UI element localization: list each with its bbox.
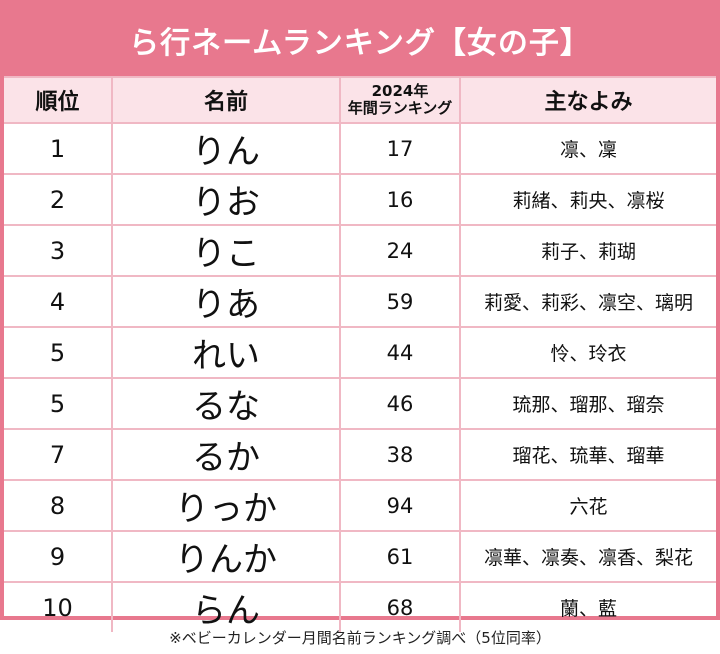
header-annual-label: 年間ランキング [347,99,453,117]
name-cell: りあ [111,275,341,328]
rank-cell: 5 [4,377,113,430]
table-row: 4 りあ 59 莉愛、莉彩、凛空、璃明 [4,275,716,328]
table-row: 5 るな 46 琉那、瑠那、瑠奈 [4,377,716,430]
rank-cell: 5 [4,326,113,379]
kanji-cell: 怜、玲衣 [459,326,716,379]
table-row: 2 りお 16 莉緒、莉央、凛桜 [4,173,716,226]
annual-rank-cell: 94 [339,479,461,532]
rank-cell: 1 [4,122,113,175]
annual-rank-cell: 17 [339,122,461,175]
kanji-cell: 蘭、藍 [459,581,716,632]
ranking-title: ら行ネームランキング【女の子】 [4,4,716,76]
table-row: 1 りん 17 凛、凜 [4,122,716,175]
name-cell: りこ [111,224,341,277]
kanji-cell: 莉愛、莉彩、凛空、璃明 [459,275,716,328]
kanji-cell: 六花 [459,479,716,532]
annual-rank-cell: 16 [339,173,461,226]
name-cell: りお [111,173,341,226]
header-kanji: 主なよみ [459,76,716,124]
table-header-row: 順位 名前 2024年 年間ランキング 主なよみ [4,76,716,124]
rank-cell: 8 [4,479,113,532]
annual-rank-cell: 44 [339,326,461,379]
ranking-card: ら行ネームランキング【女の子】 順位 名前 2024年 年間ランキング 主なよみ… [0,0,720,632]
annual-rank-cell: 68 [339,581,461,632]
kanji-cell: 瑠花、琉華、瑠華 [459,428,716,481]
annual-rank-cell: 38 [339,428,461,481]
kanji-cell: 琉那、瑠那、瑠奈 [459,377,716,430]
table-row: 3 りこ 24 莉子、莉瑚 [4,224,716,277]
kanji-cell: 凛華、凛奏、凛香、梨花 [459,530,716,583]
kanji-cell: 莉緒、莉央、凛桜 [459,173,716,226]
ranking-table: 順位 名前 2024年 年間ランキング 主なよみ 1 りん 17 凛、凜 2 り… [4,76,716,632]
table-row: 8 りっか 94 六花 [4,479,716,532]
table-row: 10 らん 68 蘭、藍 [4,581,716,632]
source-note: ※ベビーカレンダー月間名前ランキング調べ（5位同率） [169,628,551,647]
name-cell: るな [111,377,341,430]
name-cell: れい [111,326,341,379]
rank-cell: 4 [4,275,113,328]
rank-cell: 2 [4,173,113,226]
rank-cell: 9 [4,530,113,583]
header-name: 名前 [111,76,341,124]
name-cell: りっか [111,479,341,532]
header-annual-ranking: 2024年 年間ランキング [339,76,461,124]
rank-cell: 3 [4,224,113,277]
name-cell: りんか [111,530,341,583]
kanji-cell: 凛、凜 [459,122,716,175]
name-cell: らん [111,581,341,632]
table-row: 5 れい 44 怜、玲衣 [4,326,716,379]
name-cell: りん [111,122,341,175]
rank-cell: 10 [4,581,113,632]
annual-rank-cell: 24 [339,224,461,277]
header-annual-year: 2024年 [371,82,429,100]
rank-cell: 7 [4,428,113,481]
name-cell: るか [111,428,341,481]
table-row: 9 りんか 61 凛華、凛奏、凛香、梨花 [4,530,716,583]
header-rank: 順位 [4,76,113,124]
table-row: 7 るか 38 瑠花、琉華、瑠華 [4,428,716,481]
annual-rank-cell: 61 [339,530,461,583]
annual-rank-cell: 59 [339,275,461,328]
annual-rank-cell: 46 [339,377,461,430]
kanji-cell: 莉子、莉瑚 [459,224,716,277]
